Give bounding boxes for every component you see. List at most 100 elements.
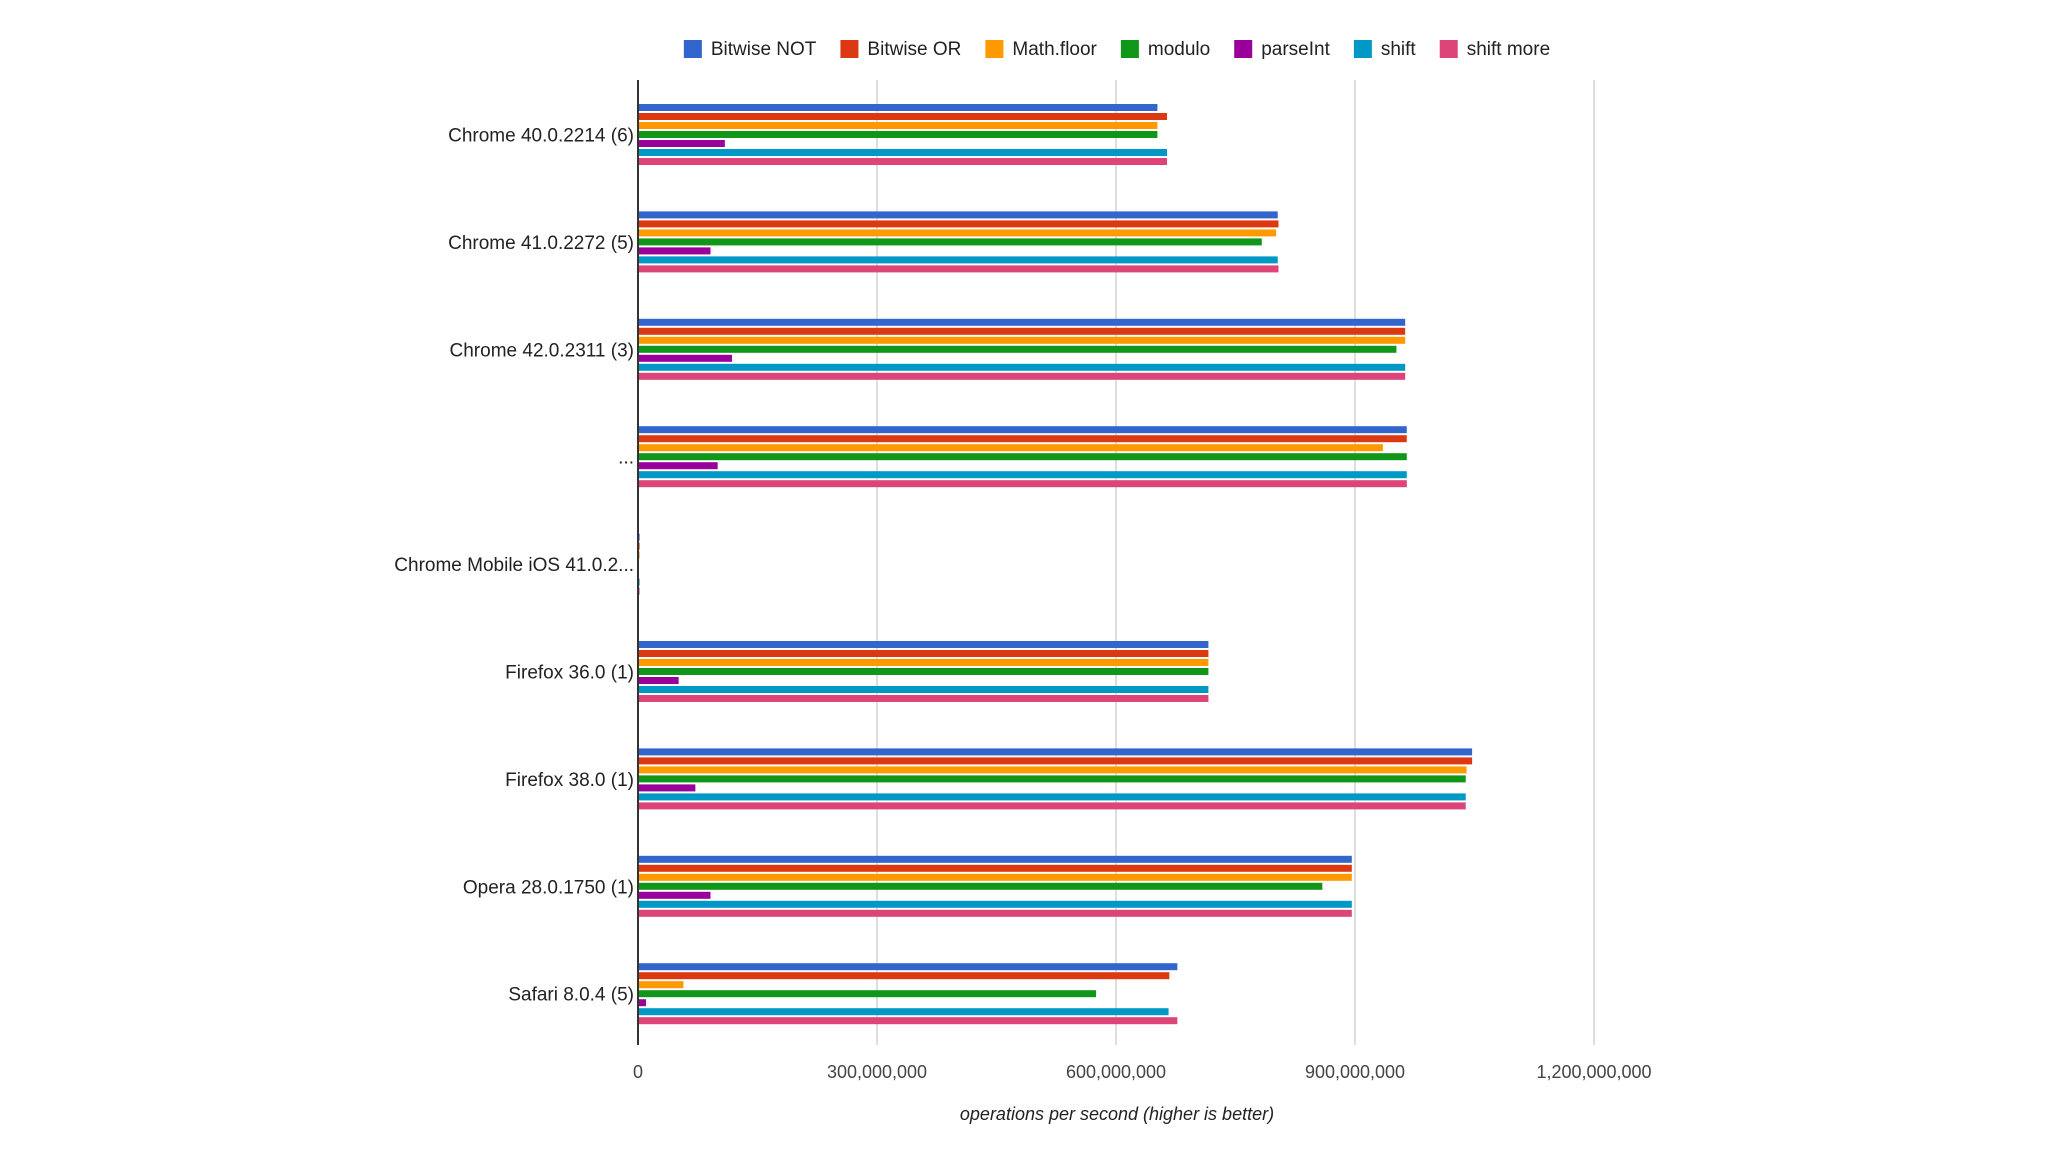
category-label: Chrome 42.0.2311 (3) bbox=[450, 340, 634, 361]
category-label: Firefox 36.0 (1) bbox=[505, 663, 634, 684]
legend-item-parseint: parseInt bbox=[1234, 39, 1330, 60]
bar-shift bbox=[638, 901, 1352, 908]
legend-item-math-floor: Math.floor bbox=[985, 39, 1097, 60]
legend-swatch bbox=[840, 40, 858, 58]
bar-shift bbox=[638, 686, 1208, 693]
bar-shift bbox=[638, 364, 1405, 371]
bar-parseint bbox=[638, 355, 732, 362]
category-label: Chrome Mobile iOS 41.0.2... bbox=[394, 555, 634, 576]
bar-math-floor bbox=[638, 766, 1467, 773]
bar-modulo bbox=[638, 883, 1322, 890]
bar-parseint bbox=[638, 999, 646, 1006]
bar-bitwise-not bbox=[638, 211, 1278, 218]
bar-group-firefox-38-0-1 bbox=[638, 748, 1472, 809]
bar-shift-more bbox=[638, 158, 1167, 165]
bar-shift bbox=[638, 149, 1167, 156]
legend-swatch bbox=[1121, 40, 1139, 58]
x-tick-label: 0 bbox=[633, 1062, 643, 1082]
legend-label: Math.floor bbox=[1012, 39, 1097, 60]
legend-item-bitwise-or: Bitwise OR bbox=[840, 39, 961, 60]
bar-shift-more bbox=[638, 1017, 1177, 1024]
bar-group-chrome-40-0-2214-6 bbox=[638, 104, 1167, 165]
bar-bitwise-not bbox=[638, 856, 1352, 863]
bar-group-ellipsis bbox=[638, 426, 1407, 487]
bar-bitwise-or bbox=[638, 435, 1407, 442]
bar-bitwise-not bbox=[638, 319, 1405, 326]
bar-parseint bbox=[638, 462, 718, 469]
x-axis-title: operations per second (higher is better) bbox=[960, 1104, 1274, 1124]
x-tick-label: 600,000,000 bbox=[1066, 1062, 1166, 1082]
legend-label: shift bbox=[1381, 39, 1417, 60]
legend-swatch bbox=[1234, 40, 1252, 58]
legend-label: Bitwise NOT bbox=[711, 39, 817, 60]
bar-group-chrome-42-0-2311-3 bbox=[638, 319, 1405, 380]
legend-swatch bbox=[1354, 40, 1372, 58]
bar-shift bbox=[638, 793, 1466, 800]
bar-modulo bbox=[638, 453, 1407, 460]
bar-group-opera-28-0-1750-1 bbox=[638, 856, 1352, 917]
bar-bitwise-or bbox=[638, 650, 1208, 657]
category-label: ... bbox=[618, 448, 634, 469]
category-label: Chrome 41.0.2272 (5) bbox=[448, 233, 634, 254]
x-tick-label: 1,200,000,000 bbox=[1536, 1062, 1651, 1082]
bar-group-safari-8-0-4-5 bbox=[638, 963, 1177, 1024]
bar-shift-more bbox=[638, 265, 1279, 272]
bar-bitwise-not bbox=[638, 104, 1157, 111]
bar-modulo bbox=[638, 346, 1396, 353]
x-tick-labels: 0 300,000,000 600,000,000 900,000,000 1,200,… bbox=[633, 1062, 1652, 1082]
bar-bitwise-or bbox=[638, 972, 1169, 979]
bar-modulo bbox=[638, 131, 1157, 138]
category-label: Chrome 40.0.2214 (6) bbox=[448, 126, 634, 147]
bar-bitwise-or bbox=[638, 220, 1279, 227]
legend-item-modulo: modulo bbox=[1121, 39, 1210, 60]
bar-shift-more bbox=[638, 480, 1407, 487]
bar-math-floor bbox=[638, 874, 1352, 881]
legend-item-shift-more: shift more bbox=[1440, 39, 1550, 60]
x-tick-label: 300,000,000 bbox=[827, 1062, 927, 1082]
legend-label: Bitwise OR bbox=[867, 39, 961, 60]
bar-shift-more bbox=[638, 695, 1208, 702]
category-label: Opera 28.0.1750 (1) bbox=[463, 877, 634, 898]
bar-parseint bbox=[638, 677, 679, 684]
bar-modulo bbox=[638, 775, 1466, 782]
category-labels: Chrome 40.0.2214 (6) Chrome 41.0.2272 (5)… bbox=[394, 126, 634, 1006]
bar-bitwise-not bbox=[638, 748, 1472, 755]
bar-modulo bbox=[638, 990, 1096, 997]
category-label: Safari 8.0.4 (5) bbox=[508, 985, 634, 1006]
bar-math-floor bbox=[638, 229, 1276, 236]
legend-swatch bbox=[684, 40, 702, 58]
bar-shift-more bbox=[638, 802, 1466, 809]
bar-bitwise-or bbox=[638, 865, 1352, 872]
bars bbox=[638, 104, 1472, 1024]
category-label: Firefox 38.0 (1) bbox=[505, 770, 634, 791]
bar-shift bbox=[638, 1008, 1169, 1015]
bar-math-floor bbox=[638, 122, 1157, 129]
legend-label: modulo bbox=[1148, 39, 1210, 60]
bar-modulo bbox=[638, 668, 1208, 675]
bar-parseint bbox=[638, 247, 710, 254]
legend-label: parseInt bbox=[1261, 39, 1330, 60]
legend-item-bitwise-not: Bitwise NOT bbox=[684, 39, 817, 60]
bar-bitwise-not bbox=[638, 963, 1177, 970]
bar-math-floor bbox=[638, 981, 683, 988]
bar-group-firefox-36-0-1 bbox=[638, 641, 1208, 702]
legend-swatch bbox=[985, 40, 1003, 58]
legend-label: shift more bbox=[1467, 39, 1550, 60]
bar-math-floor bbox=[638, 444, 1383, 451]
bar-bitwise-or bbox=[638, 113, 1167, 120]
bar-shift bbox=[638, 256, 1278, 263]
bar-bitwise-not bbox=[638, 641, 1208, 648]
legend-swatch bbox=[1440, 40, 1458, 58]
bar-math-floor bbox=[638, 659, 1208, 666]
bar-shift-more bbox=[638, 373, 1405, 380]
bar-group-chrome-41-0-2272-5 bbox=[638, 211, 1279, 272]
bar-modulo bbox=[638, 238, 1262, 245]
legend: Bitwise NOT Bitwise OR Math.floor modulo par… bbox=[684, 39, 1550, 60]
bar-bitwise-or bbox=[638, 328, 1405, 335]
bar-parseint bbox=[638, 140, 725, 147]
x-tick-label: 900,000,000 bbox=[1305, 1062, 1405, 1082]
bar-parseint bbox=[638, 892, 710, 899]
bar-parseint bbox=[638, 784, 695, 791]
